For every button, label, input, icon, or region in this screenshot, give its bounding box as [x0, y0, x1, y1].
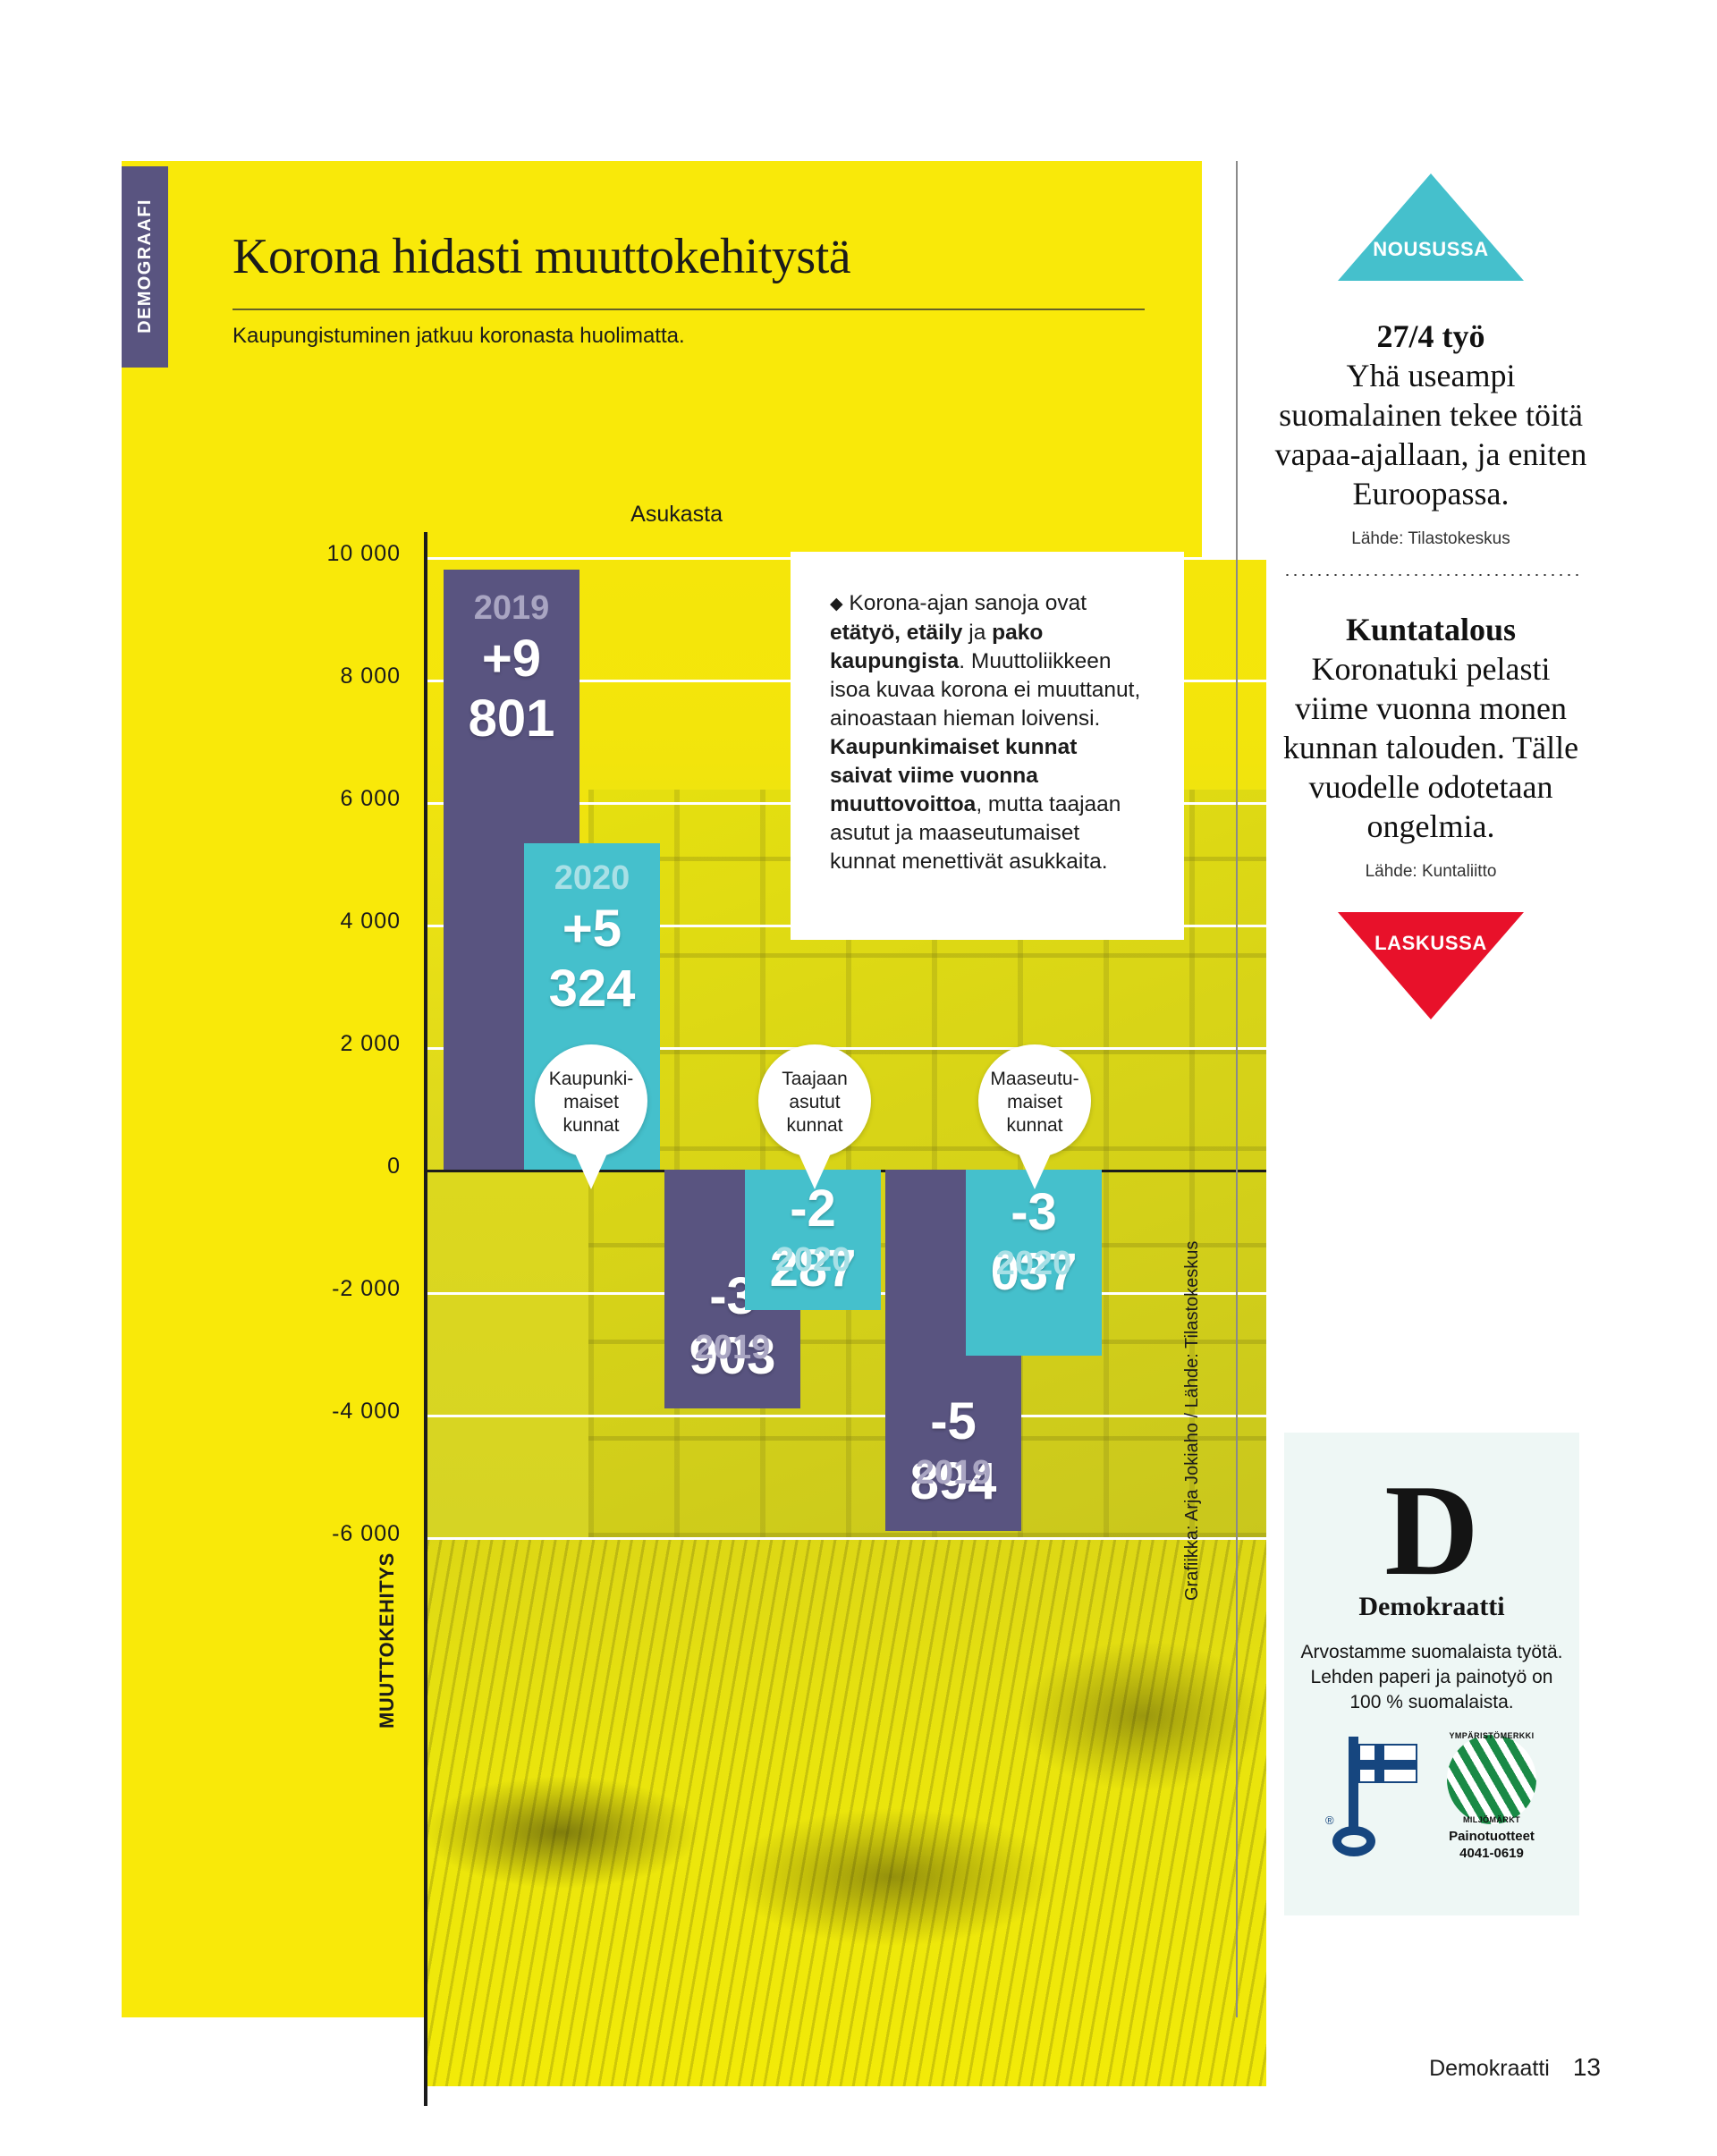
bullet-diamond-icon: ◆: [830, 595, 843, 613]
chart-photo-countryside: [427, 1537, 1266, 2086]
gridline-minus6000: [427, 1537, 1266, 1540]
gridline-2000: [427, 1047, 1266, 1050]
flag-cross-vertical: [1374, 1746, 1384, 1781]
rail-block-kuntatalous: Kuntatalous Koronatuki pelasti viime vuo…: [1261, 610, 1601, 882]
pin-label: Taajaan asutut kunnat: [782, 1069, 848, 1136]
column-divider: [1236, 161, 1238, 2017]
rail-kicker-2: Kuntatalous: [1345, 612, 1517, 647]
infographic-panel: 2019 +9 801 2020 +5 324 -3 903 2019 -2 2…: [122, 161, 1266, 2106]
key-ring: [1332, 1826, 1375, 1856]
pin-label: Maaseutu- maiset kunnat: [990, 1069, 1079, 1136]
trend-down-label: LASKUSSA: [1374, 932, 1487, 954]
footer-page-number: 13: [1572, 2053, 1601, 2081]
flag-cross-horizontal: [1360, 1760, 1416, 1770]
footer-brand: Demokraatti: [1429, 2056, 1550, 2081]
trend-down-badge: LASKUSSA: [1338, 912, 1524, 1019]
rail-dotted-divider: [1283, 574, 1578, 576]
rail-source-1: Lähde: Tilastokeskus: [1351, 529, 1510, 548]
triangle-down-icon: [1338, 912, 1524, 1019]
ad-copy: Arvostamme suomalaista työtä. Lehden pap…: [1300, 1642, 1563, 1712]
demokraatti-logo-icon: D: [1384, 1458, 1479, 1602]
rail-copy-1: Yhä useampi suomalainen tekee töitä vapa…: [1274, 358, 1587, 512]
trend-up-label: NOUSUSSA: [1373, 238, 1489, 260]
page-subtitle: Kaupungistuminen jatkuu koronasta huolim…: [233, 324, 685, 348]
section-tag: DEMOGRAAFI: [122, 166, 168, 368]
y-axis-title: MUUTTOKEHITYS: [376, 1552, 398, 1729]
gridline-minus4000: [427, 1415, 1266, 1417]
ytick-6000: 6 000: [340, 786, 401, 811]
pin-label: Kaupunki- maiset kunnat: [548, 1069, 634, 1136]
ytick-2000: 2 000: [340, 1031, 401, 1056]
trend-up-badge: NOUSUSSA: [1338, 173, 1524, 281]
swan-caption: Painotuotteet 4041-0619: [1449, 1829, 1535, 1861]
swan-disc: [1447, 1735, 1536, 1824]
bar-2020-taajaan[interactable]: -2 287 2020: [745, 1170, 881, 1310]
ytick-0: 0: [387, 1154, 401, 1179]
rail-copy-2: Koronatuki pelasti viime vuonna monen ku…: [1282, 651, 1579, 844]
ytick-4000: 4 000: [340, 909, 401, 934]
section-tag-label: DEMOGRAAFI: [134, 198, 155, 334]
y-axis-unit-label: Asukasta: [630, 502, 723, 527]
swan-top-text: YMPÄRISTÖMERKKI: [1449, 1731, 1535, 1740]
key-pole: [1349, 1737, 1358, 1833]
ytick-minus6000: -6 000: [332, 1521, 401, 1546]
certification-marks: ® YMPÄRISTÖMERKKI MILJÖMÄRKT Painotuotte…: [1284, 1731, 1579, 1867]
page-footer: Demokraatti 13: [1429, 2053, 1601, 2082]
graphic-credit: Grafiikka: Arja Jokiaho / Lähde: Tilasto…: [1182, 1240, 1202, 1601]
caption-box: ◆ Korona-ajan sanoja ovat etätyö, etäily…: [791, 552, 1184, 940]
pin-maaseutumaiset[interactable]: Maaseutu- maiset kunnat: [978, 1044, 1091, 1195]
pin-taajaan-asutut[interactable]: Taajaan asutut kunnat: [758, 1044, 871, 1195]
y-axis-line: [424, 532, 427, 2106]
bar-2020-maaseutumaiset[interactable]: -3 037 2020: [966, 1170, 1102, 1356]
pin-kaupunkimaiset[interactable]: Kaupunki- maiset kunnat: [535, 1044, 647, 1195]
right-rail: NOUSUSSA 27/4 työ Yhä useampi suomalaine…: [1261, 161, 1601, 1019]
ytick-minus4000: -4 000: [332, 1399, 401, 1424]
caption-text: ◆ Korona-ajan sanoja ovat etätyö, etäily…: [830, 591, 1141, 874]
page-title: Korona hidasti muuttokehitystä: [233, 229, 851, 284]
demokraatti-wordmark: Demokraatti: [1358, 1592, 1505, 1621]
rail-block-tyo: 27/4 työ Yhä useampi suomalainen tekee t…: [1261, 317, 1601, 549]
rail-kicker-1: 27/4 työ: [1376, 318, 1485, 354]
rail-source-2: Lähde: Kuntaliitto: [1365, 862, 1497, 881]
finnish-flag-icon: [1358, 1744, 1417, 1783]
ytick-10000: 10 000: [326, 541, 401, 566]
triangle-up-icon: [1338, 173, 1524, 281]
swan-bottom-text: MILJÖMÄRKT: [1463, 1815, 1520, 1824]
house-ad: D Demokraatti Arvostamme suomalaista työ…: [1284, 1433, 1579, 1915]
finnish-key-flag-icon: ®: [1325, 1737, 1424, 1862]
registered-mark: ®: [1325, 1814, 1334, 1827]
title-rule: [233, 309, 1145, 310]
ytick-minus2000: -2 000: [332, 1276, 401, 1301]
ytick-8000: 8 000: [340, 664, 401, 689]
nordic-swan-ecolabel-icon: YMPÄRISTÖMERKKI MILJÖMÄRKT Painotuotteet…: [1442, 1731, 1542, 1867]
